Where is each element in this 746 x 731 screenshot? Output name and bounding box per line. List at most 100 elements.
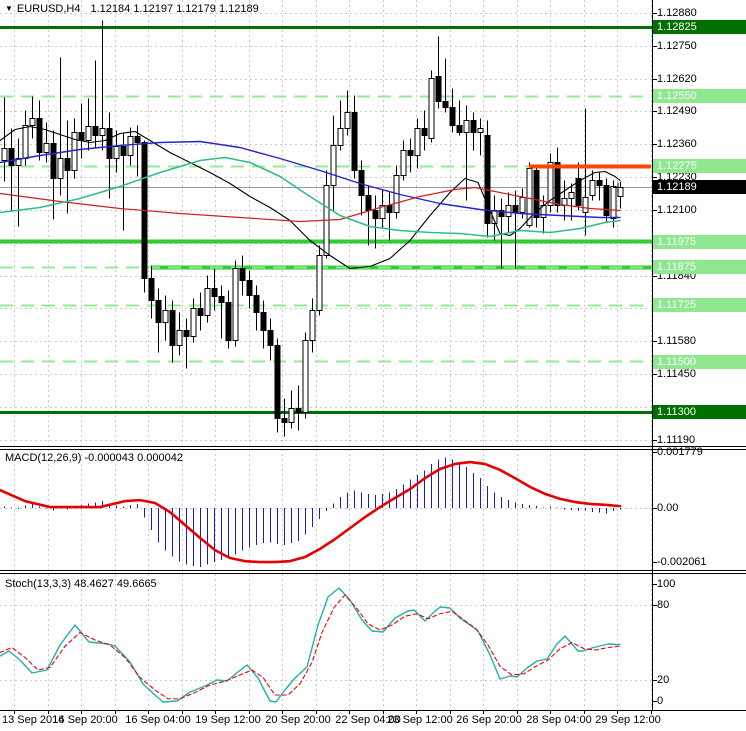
stoch-d-line xyxy=(0,594,621,700)
candle-body xyxy=(162,310,169,323)
candle-body xyxy=(106,128,113,159)
candle-body xyxy=(498,210,505,217)
candle-body xyxy=(575,178,582,206)
candle-body xyxy=(309,310,316,341)
macd-axis-label: -0.002061 xyxy=(657,556,707,568)
candle-body xyxy=(337,128,344,146)
time-axis-label: 14 Sep 20:00 xyxy=(52,714,118,726)
candle-body xyxy=(281,418,288,423)
price-level-badge: 1.11725 xyxy=(653,298,746,312)
candle-body xyxy=(155,300,162,323)
price-level-badge: 1.11875 xyxy=(653,260,746,274)
price-axis-label: 1.12880 xyxy=(657,7,697,19)
ma-green-line xyxy=(0,156,621,238)
candle-body xyxy=(365,195,372,211)
candle-body xyxy=(232,268,239,341)
candle-body xyxy=(134,136,141,143)
price-level-badge: 1.11975 xyxy=(653,235,746,249)
candle-body xyxy=(295,408,302,413)
candle-body xyxy=(253,295,260,313)
candle-body xyxy=(64,158,71,171)
time-axis-label: 26 Sep 20:00 xyxy=(456,714,522,726)
candle-body xyxy=(29,118,36,126)
symbol-dropdown-icon[interactable]: ▼ xyxy=(5,4,13,13)
stoch-indicator-label: Stoch(13,3,3) 48.4627 49.6665 xyxy=(5,578,157,590)
candle-body xyxy=(533,170,540,218)
candle-body xyxy=(267,330,274,346)
chart-symbol-period: EURUSD,H4 xyxy=(16,3,81,15)
candle-body xyxy=(36,118,43,153)
candle-body xyxy=(15,158,22,166)
ma-blue-line xyxy=(0,140,621,219)
time-axis-label: 23 Sep 12:00 xyxy=(387,714,453,726)
candle-body xyxy=(379,205,386,219)
candle-body xyxy=(288,408,295,423)
candle-body xyxy=(463,120,470,133)
price-axis-label: 1.12100 xyxy=(657,204,697,216)
candle-body xyxy=(456,125,463,133)
price-level-badge: 1.12189 xyxy=(653,180,746,194)
candle-body xyxy=(176,330,183,346)
time-axis-label: 29 Sep 12:00 xyxy=(595,714,661,726)
candle-body xyxy=(330,145,337,186)
candle-body xyxy=(421,128,428,136)
chart-ohlc-values: 1.12184 1.12197 1.12179 1.12189 xyxy=(90,3,259,15)
candle-body xyxy=(218,296,225,303)
candle-body xyxy=(442,101,449,108)
price-axis-label: 1.11580 xyxy=(657,335,696,347)
candle-body xyxy=(211,288,218,297)
price-axis-label: 1.12620 xyxy=(657,73,697,85)
candle-body xyxy=(302,340,309,413)
candle-body xyxy=(260,312,267,331)
candle-body xyxy=(85,126,92,141)
chart-title: ▼ EURUSD,H4 1.12184 1.12197 1.12179 1.1218… xyxy=(5,3,259,15)
candle-body xyxy=(386,205,393,213)
candle-body xyxy=(547,162,554,206)
candle-body xyxy=(204,288,211,316)
candle-body xyxy=(617,187,624,197)
price-axis-label: 1.11190 xyxy=(657,434,696,446)
candle-body xyxy=(92,126,99,136)
candle-body xyxy=(190,308,197,337)
candle-body xyxy=(113,146,120,159)
candle-body xyxy=(99,128,106,136)
candle-body xyxy=(407,150,414,156)
stoch-axis-label: 0 xyxy=(657,695,664,707)
candle-body xyxy=(127,136,134,156)
price-axis-label: 1.11450 xyxy=(657,368,696,380)
candle-body xyxy=(344,112,351,129)
candle-body xyxy=(50,143,57,179)
candle-body xyxy=(435,76,442,102)
candle-body xyxy=(57,158,64,179)
candle-body xyxy=(148,278,155,301)
macd-indicator-label: MACD(12,26,9) -0.000043 0.000042 xyxy=(5,452,183,464)
candle-body xyxy=(351,112,358,171)
time-axis-label: 22 Sep 04:00 xyxy=(335,714,401,726)
stoch-axis-label: 100 xyxy=(657,578,676,590)
candle-body xyxy=(449,107,456,126)
ma-fast-line xyxy=(0,125,621,270)
stoch-axis-label: 20 xyxy=(657,674,670,686)
stoch-k-line xyxy=(0,587,621,703)
candle-body xyxy=(603,185,610,216)
candle-body xyxy=(120,146,127,156)
candle-body xyxy=(316,255,323,311)
candle-body xyxy=(610,186,617,219)
candle-body xyxy=(372,210,379,219)
candle-body xyxy=(183,330,190,337)
candle-body xyxy=(78,132,85,141)
price-level-badge: 1.12275 xyxy=(653,159,746,173)
candle-body xyxy=(568,192,575,199)
candle-body xyxy=(477,128,484,133)
macd-signal-line xyxy=(0,460,622,564)
candle-body xyxy=(71,132,78,171)
candle-body xyxy=(589,180,596,196)
price-axis-label: 1.12360 xyxy=(657,138,697,150)
stoch-axis-label: 80 xyxy=(657,599,670,611)
macd-axis-label: 0.00 xyxy=(657,502,679,514)
candle-body xyxy=(169,310,176,346)
candle-body xyxy=(239,268,246,281)
candle-body xyxy=(274,345,281,419)
